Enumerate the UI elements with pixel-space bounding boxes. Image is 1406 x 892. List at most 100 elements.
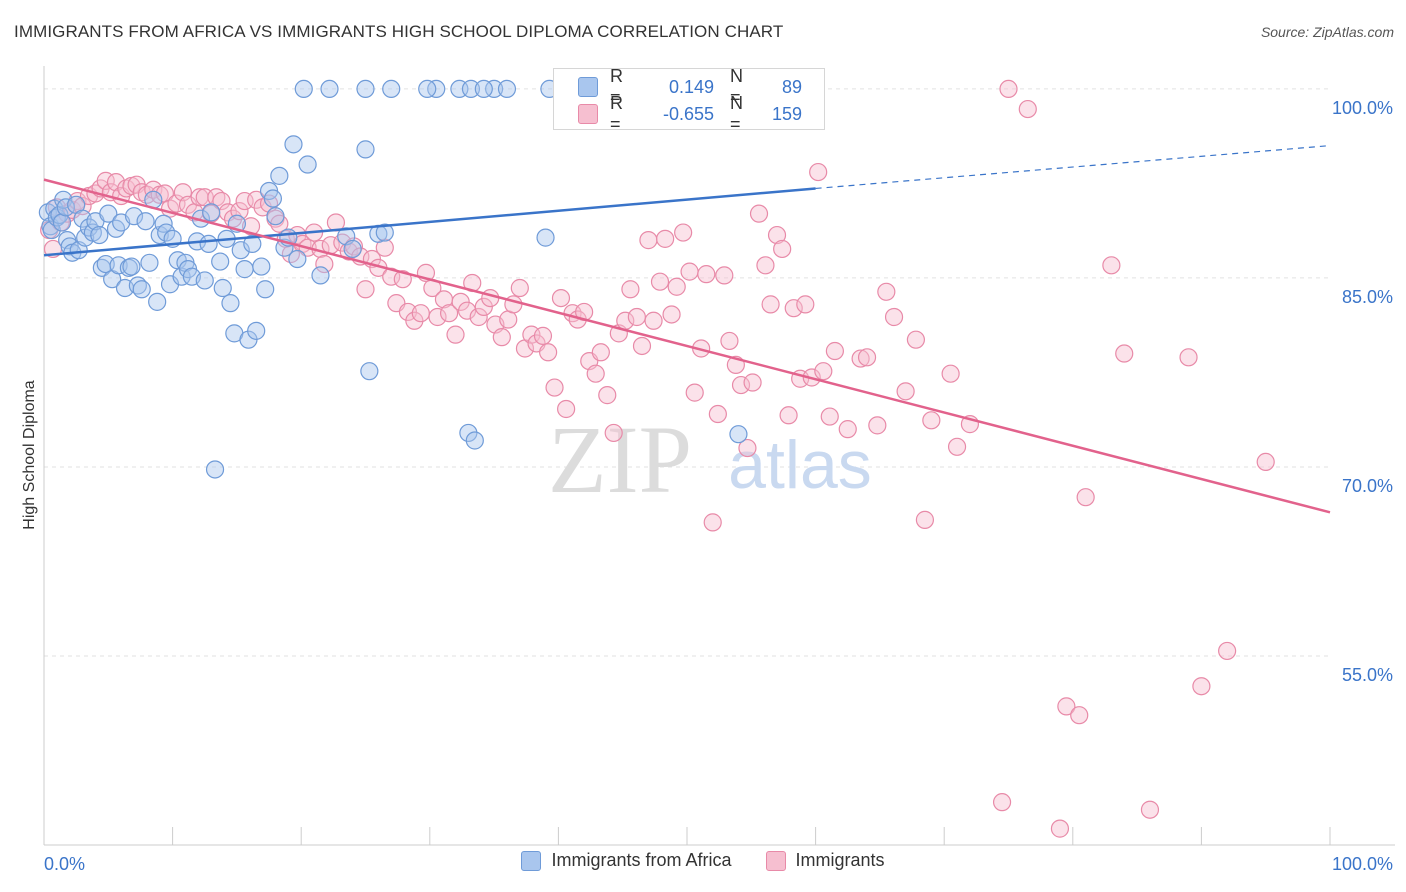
data-point [749,204,769,223]
data-point [266,207,285,226]
data-point [356,140,375,159]
data-point [720,331,739,351]
legend-item-africa[interactable]: Immigrants from Africa [521,850,732,871]
chart-title: IMMIGRANTS FROM AFRICA VS IMMIGRANTS HIG… [14,22,784,41]
n-label: N = [730,93,743,134]
legend-item-immigrants[interactable]: Immigrants [765,850,885,871]
grid-layer [44,88,1330,657]
data-point [756,256,775,275]
data-point [1018,99,1037,119]
data-point [124,207,144,226]
data-point [1050,819,1070,838]
data-point [481,288,500,308]
data-point [632,336,652,356]
data-point [288,249,307,269]
data-point [382,79,401,99]
data-point [231,241,250,260]
data-point [461,79,481,99]
data-point [674,223,693,242]
data-point [47,208,66,227]
data-point [256,280,275,299]
x-tick-label: 100.0% [1332,854,1393,874]
data-point [284,135,303,154]
data-point [446,325,465,344]
legend-swatch-immigrants [765,850,786,871]
data-point [492,328,511,347]
data-point [604,423,623,443]
y-tick-label: 70.0% [1342,476,1393,496]
data-point [877,282,896,301]
data-point [644,311,663,330]
data-point [650,272,670,291]
data-point [591,343,610,362]
data-point [743,373,762,392]
y-axis-label: High School Diploma [21,380,38,530]
data-point [99,204,118,223]
data-point [667,277,686,296]
data-point [627,307,646,327]
data-point [773,239,792,259]
data-point [213,278,232,298]
data-point [212,191,231,211]
data-point [136,212,155,231]
data-point [298,155,317,174]
data-point [1076,488,1095,507]
n-value: 89 [781,76,802,97]
data-point [685,383,704,402]
data-point [465,431,484,450]
data-point [715,266,734,285]
data-point [992,793,1012,812]
data-point [106,173,126,192]
data-point [411,304,430,323]
data-point [779,406,798,425]
data-point [551,288,571,308]
data-point [947,437,967,456]
r-value: 0.149 [668,76,714,97]
data-point [497,79,517,99]
data-point [132,280,151,299]
data-point [1192,677,1211,696]
data-point [1256,452,1275,472]
data-point [915,510,935,529]
data-point [820,407,839,426]
data-point [199,234,218,254]
data-point [598,386,617,405]
data-point [539,343,558,362]
data-point [884,307,904,327]
africa-trend-line [43,187,816,257]
data-point [761,295,780,314]
data-point [172,267,191,286]
data-point [1218,641,1237,661]
data-point [320,79,339,99]
source-label: Source: ZipAtlas.com [1260,24,1394,40]
data-point [241,217,261,236]
africa-points [38,79,748,479]
data-point [857,348,877,367]
africa-swatch [578,77,598,97]
data-point [838,420,857,439]
data-point [270,166,289,185]
data-point [243,234,262,254]
data-point [536,228,555,247]
data-point [418,79,437,99]
data-point [767,225,787,245]
data-point [356,280,375,299]
data-point [814,362,833,381]
stats-legend: R = 0.149 N = 89 R = -0.655 N = 159 [553,66,825,134]
data-point [680,262,699,281]
data-point [656,229,675,248]
y-tick-label: 100.0% [1332,98,1393,118]
data-point [205,460,225,479]
data-point [621,280,640,299]
data-point [533,326,553,345]
data-point [522,325,541,344]
data-point [235,191,254,211]
n-value: 159 [771,103,802,124]
axes-layer [43,66,1395,846]
data-point [439,304,459,323]
data-point [906,330,926,349]
data-point [405,311,424,330]
data-point [1057,697,1076,716]
data-point [922,411,941,430]
r-value: -0.655 [662,103,714,124]
